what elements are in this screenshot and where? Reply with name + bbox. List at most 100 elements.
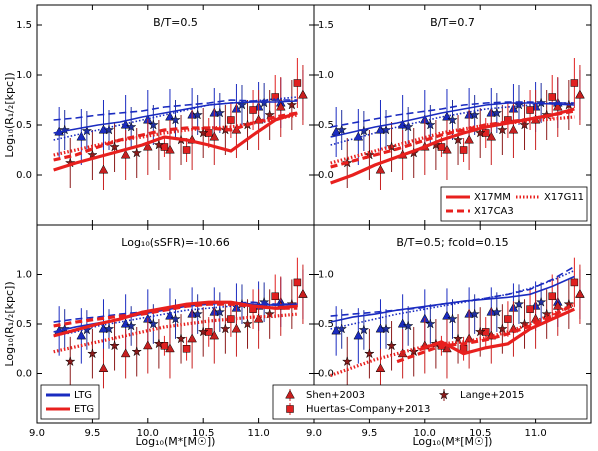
data-point xyxy=(402,121,414,132)
data-point xyxy=(227,116,235,124)
data-point xyxy=(170,313,181,324)
data-point xyxy=(353,330,364,340)
data-point xyxy=(120,348,131,358)
legend-box xyxy=(440,186,588,222)
x-tick-label: 9.5 xyxy=(84,428,100,439)
data-point xyxy=(535,296,547,307)
model-line xyxy=(53,100,298,134)
data-point xyxy=(120,149,131,159)
data-point xyxy=(570,278,579,287)
data-point xyxy=(552,300,563,310)
data-point xyxy=(293,79,302,87)
y-tick-label: 1.5 xyxy=(318,20,334,31)
legend-label: X17CA3 xyxy=(474,206,514,217)
data-point xyxy=(147,119,159,130)
y-tick-label: 1.5 xyxy=(16,20,32,31)
data-point xyxy=(331,325,341,335)
model-line xyxy=(330,269,575,330)
data-point xyxy=(548,93,556,101)
x-tick-label: 10.5 xyxy=(469,428,491,439)
data-point xyxy=(336,124,348,135)
model-line xyxy=(330,101,575,128)
data-point xyxy=(131,147,143,158)
data-point xyxy=(109,141,120,152)
panel-title: Log₁₀(sSFR)=-10.66 xyxy=(121,236,229,249)
data-point xyxy=(552,101,563,111)
data-point xyxy=(59,323,71,334)
data-point xyxy=(293,278,302,287)
data-point xyxy=(271,292,279,301)
data-point xyxy=(182,146,191,154)
data-point xyxy=(424,318,436,329)
data-point xyxy=(242,318,253,329)
data-point xyxy=(125,320,137,331)
data-point xyxy=(508,124,519,134)
y-tick-label: 0.5 xyxy=(318,319,334,330)
data-point xyxy=(204,129,213,137)
y-axis-label: Log₁₀(R₁/₂[kpc]) xyxy=(3,281,16,366)
x-axis-label: Log₁₀(M*[M☉]) xyxy=(136,435,216,448)
data-point xyxy=(98,363,109,372)
model-line xyxy=(53,96,298,141)
data-point xyxy=(481,129,490,137)
x-tick-label: 10.0 xyxy=(414,428,436,439)
data-point xyxy=(298,288,308,298)
model-line xyxy=(330,265,575,317)
data-point xyxy=(103,323,115,334)
model-line xyxy=(396,302,576,364)
data-point xyxy=(447,114,458,125)
data-point xyxy=(375,164,386,174)
data-point xyxy=(192,109,204,120)
data-point xyxy=(526,106,534,114)
data-point xyxy=(76,131,87,141)
data-point xyxy=(87,348,98,359)
data-point xyxy=(236,99,248,110)
y-axis-label: Log₁₀(R₁/₂[kpc]) xyxy=(3,72,16,157)
legend-marker xyxy=(286,405,294,413)
data-point xyxy=(125,121,137,132)
data-point xyxy=(548,292,556,301)
data-point xyxy=(147,318,159,329)
data-point xyxy=(249,106,257,114)
data-point xyxy=(175,333,187,344)
y-tick-label: 0.5 xyxy=(16,120,32,131)
y-tick-label: 1.0 xyxy=(16,70,32,81)
data-point xyxy=(402,320,414,331)
model-line xyxy=(330,115,575,165)
legend-label: Huertas-Company+2013 xyxy=(306,404,430,415)
data-point xyxy=(275,101,286,111)
data-point xyxy=(81,125,93,136)
data-point xyxy=(131,346,143,357)
data-point xyxy=(513,298,525,309)
y-tick-label: 0.0 xyxy=(16,170,32,181)
legend-box xyxy=(272,384,588,420)
legend-label: Lange+2015 xyxy=(460,390,524,401)
y-tick-label: 0.5 xyxy=(318,120,334,131)
model-line xyxy=(330,109,575,169)
model-line xyxy=(330,302,576,377)
data-point xyxy=(153,139,165,150)
data-point xyxy=(397,348,408,358)
data-point xyxy=(358,324,370,335)
data-point xyxy=(424,119,436,130)
data-point xyxy=(204,328,213,336)
data-point xyxy=(197,127,209,138)
data-point xyxy=(504,315,512,323)
panel-title: B/T=0.7 xyxy=(430,16,475,29)
model-line xyxy=(53,302,298,328)
model-line xyxy=(53,111,298,162)
x-tick-label: 9.5 xyxy=(361,428,377,439)
model-line xyxy=(53,111,298,172)
legend-label: X17G11 xyxy=(544,192,584,203)
data-point xyxy=(497,124,508,135)
legend-label: Shen+2003 xyxy=(306,390,365,401)
data-point xyxy=(182,345,191,353)
data-point xyxy=(197,326,209,337)
x-tick-label: 9.0 xyxy=(29,428,45,439)
x-tick-label: 11.0 xyxy=(247,428,269,439)
axes-frame xyxy=(313,224,592,424)
model-line xyxy=(330,102,575,138)
data-point xyxy=(386,340,397,351)
model-line xyxy=(330,102,575,146)
